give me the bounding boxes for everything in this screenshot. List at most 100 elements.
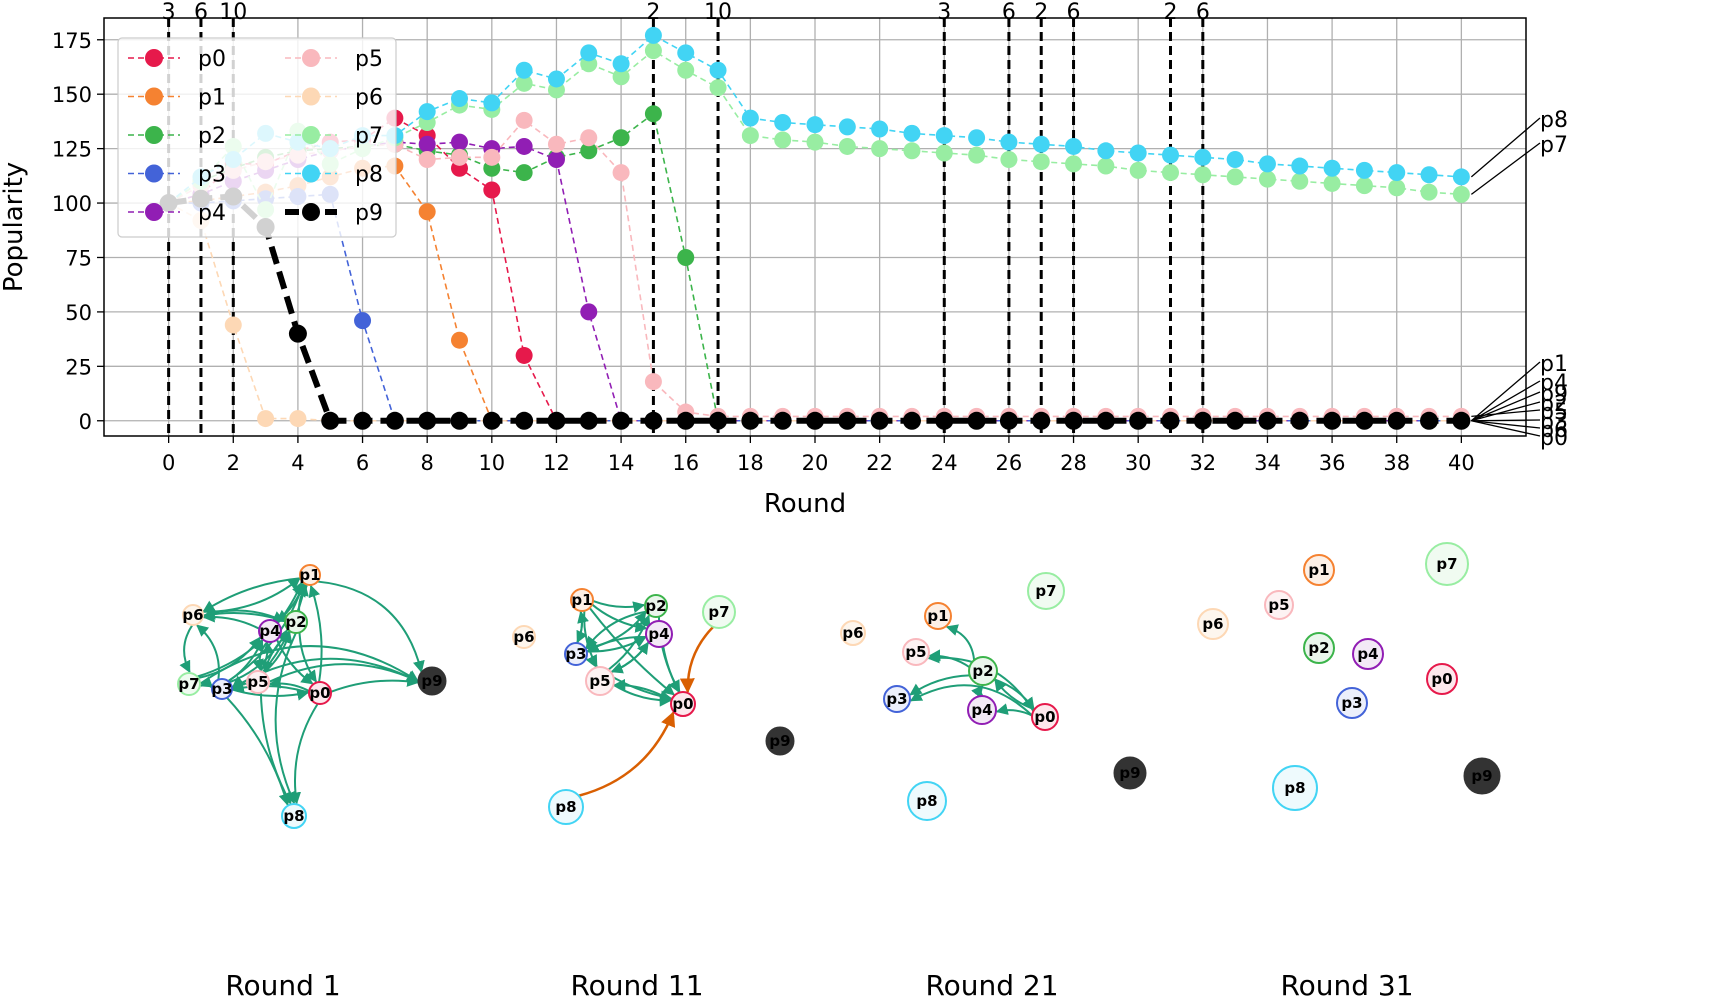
node-label: p6	[182, 606, 203, 624]
data-point	[321, 411, 340, 430]
x-tick-label: 8	[420, 451, 433, 475]
node-label: p5	[905, 643, 926, 661]
edge	[298, 632, 317, 683]
y-tick-label: 75	[65, 246, 92, 270]
node-label: p3	[886, 690, 907, 708]
data-point	[709, 61, 727, 79]
legend-label: p0	[198, 47, 226, 72]
node-circle	[258, 619, 282, 643]
network-4: p7 p1 p5 p6 p2 p4 p0 p3 p9 p8 Round 31	[1197, 542, 1501, 1001]
edge	[202, 609, 286, 623]
data-point	[871, 120, 889, 138]
legend-label: p5	[355, 47, 383, 72]
node-circle	[585, 666, 615, 696]
node-p9: p9	[765, 726, 795, 756]
node-p5: p5	[1264, 590, 1294, 620]
data-point	[579, 411, 598, 430]
edge	[610, 641, 650, 674]
data-point	[935, 411, 954, 430]
node-label: p2	[1308, 639, 1329, 657]
data-point	[515, 61, 533, 79]
network-3: p7 p1 p6 p5 p2 p3 p4 p0 p9 p8 Round 21	[840, 572, 1147, 1001]
node-p8: p8	[281, 803, 307, 829]
legend-label: p7	[355, 124, 383, 149]
node-p3: p3	[564, 642, 588, 666]
data-point	[1323, 174, 1341, 192]
data-point	[612, 411, 631, 430]
data-point	[709, 411, 728, 430]
x-tick-label: 0	[162, 451, 175, 475]
data-point	[257, 410, 275, 428]
data-point	[289, 410, 307, 428]
data-point	[774, 131, 792, 149]
legend-label: p6	[355, 86, 383, 111]
node-p6: p6	[182, 604, 204, 626]
y-tick-label: 25	[65, 355, 92, 379]
legend-marker	[302, 203, 320, 221]
node-circle	[284, 610, 308, 634]
node-label: p3	[565, 645, 586, 663]
data-point	[644, 105, 662, 123]
annotation-arrow	[1471, 419, 1541, 422]
network-title: Round 11	[570, 969, 703, 1001]
node-label: p9	[769, 732, 790, 750]
data-point	[968, 129, 986, 147]
series-line	[168, 193, 1462, 424]
data-point	[967, 411, 986, 430]
x-tick-label: 38	[1383, 451, 1410, 475]
data-point	[1065, 137, 1083, 155]
node-p3: p3	[211, 678, 233, 700]
node-circle	[177, 672, 201, 696]
x-tick-label: 36	[1319, 451, 1346, 475]
edge	[196, 624, 220, 680]
data-point	[515, 74, 533, 92]
annotation-arrow	[1471, 380, 1541, 422]
data-point	[1129, 161, 1147, 179]
edge	[613, 678, 672, 702]
data-point	[644, 411, 663, 430]
node-circle	[417, 666, 447, 696]
data-point	[612, 164, 630, 182]
edge	[945, 624, 976, 661]
node-circle	[299, 564, 321, 586]
data-point	[580, 142, 598, 160]
node-label: p4	[259, 622, 280, 640]
legend-box	[117, 37, 397, 238]
network-title: Round 31	[1280, 969, 1413, 1001]
data-point	[515, 111, 533, 129]
data-point	[451, 331, 468, 349]
data-point	[774, 114, 792, 131]
node-circle	[645, 620, 673, 648]
annotation-arrow	[1471, 420, 1541, 429]
node-p1: p1	[924, 602, 952, 630]
edge	[586, 635, 647, 653]
node-circle	[182, 604, 204, 626]
edge	[199, 645, 420, 685]
node-label: p1	[299, 566, 320, 584]
series	[159, 26, 1471, 430]
y-tick-label: 100	[52, 192, 92, 216]
legend-label: p9	[355, 201, 383, 226]
legend-marker	[145, 87, 163, 106]
data-point	[1032, 135, 1050, 153]
data-point	[547, 151, 565, 169]
node-p2: p2	[1303, 632, 1335, 664]
data-point	[1000, 133, 1018, 151]
annotation-label: p3	[1540, 410, 1568, 435]
node-label: p8	[1284, 779, 1305, 797]
data-point	[418, 135, 436, 153]
edge	[662, 646, 680, 693]
node-label: p0	[309, 684, 330, 702]
data-point	[1097, 142, 1115, 160]
legend-marker	[145, 203, 163, 221]
node-label: p7	[178, 675, 199, 693]
edge	[274, 632, 297, 805]
data-point	[1258, 170, 1276, 188]
data-point	[1193, 411, 1212, 430]
node-label: p6	[842, 624, 863, 642]
node-p9: p9	[1113, 756, 1147, 790]
legend-marker	[302, 164, 320, 183]
annotation-label: p5	[1540, 400, 1568, 425]
data-point	[547, 411, 566, 430]
